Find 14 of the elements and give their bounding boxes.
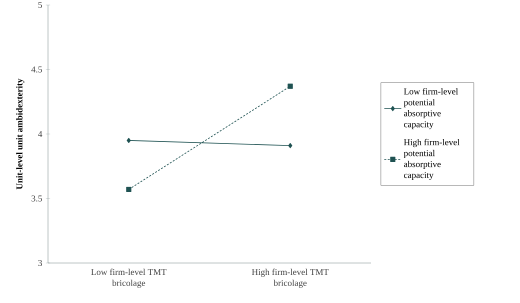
y-tick-label: 5 [38,2,42,8]
x-tick-label: Low firm-level TMT bricolage [91,268,166,288]
point [288,143,292,148]
point [288,84,293,89]
y-tick-label: 3 [38,260,42,266]
y-tick-label: 4.5 [31,66,42,73]
point [126,186,132,192]
legend-label: High firm-level potential absorptive capacity [404,138,460,180]
x-tick-label: High firm-level TMT bricolage [252,268,329,288]
y-tick-label: 3.5 [32,195,42,202]
legend-label: Low firm-level potential absorptive capacity [404,88,458,130]
y-axis-title: Unit-level unit ambidexterity [16,78,24,190]
point [126,138,131,144]
y-tick-label: 4 [38,131,42,137]
